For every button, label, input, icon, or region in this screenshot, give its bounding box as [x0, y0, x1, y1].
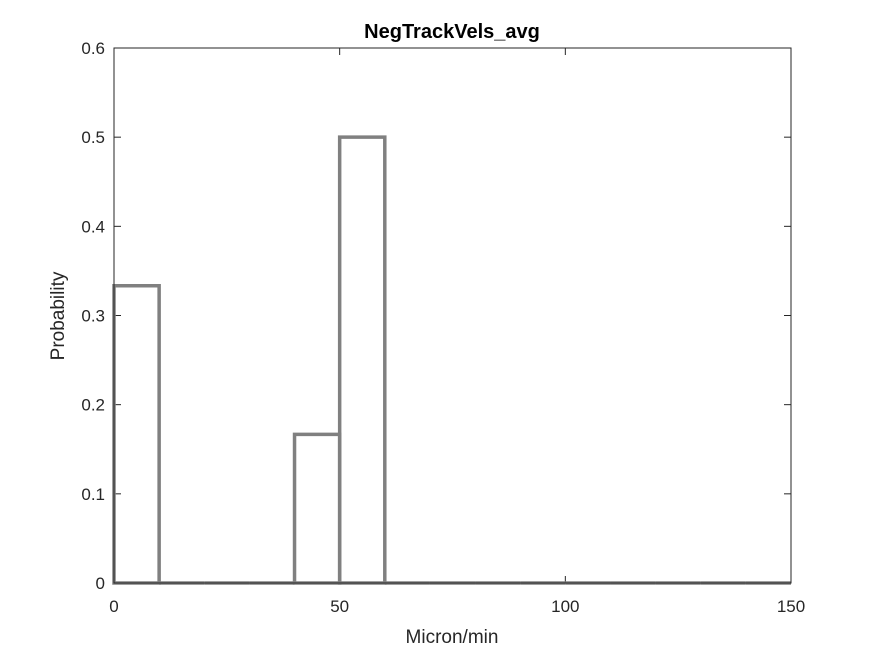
y-tick-label: 0.5	[81, 128, 105, 147]
y-tick-label: 0.1	[81, 485, 105, 504]
y-tick-label: 0.6	[81, 39, 105, 58]
x-tick-label: 150	[777, 597, 805, 616]
x-tick-label: 0	[109, 597, 118, 616]
y-tick-label: 0	[96, 574, 105, 593]
y-tick-label: 0.2	[81, 396, 105, 415]
x-tick-label: 100	[551, 597, 579, 616]
y-tick-label: 0.3	[81, 307, 105, 326]
y-tick-label: 0.4	[81, 217, 105, 236]
y-tick-labels: 0 0.1 0.2 0.3 0.4 0.5 0.6	[81, 39, 105, 593]
x-axis-label: Micron/min	[406, 627, 499, 648]
y-axis-label: Probability	[48, 271, 69, 360]
plot-area	[114, 48, 791, 583]
x-tick-labels: 0 50 100 150	[109, 597, 805, 616]
x-tick-label: 50	[330, 597, 349, 616]
chart-title: NegTrackVels_avg	[364, 21, 540, 43]
plot-frame	[113, 47, 792, 584]
